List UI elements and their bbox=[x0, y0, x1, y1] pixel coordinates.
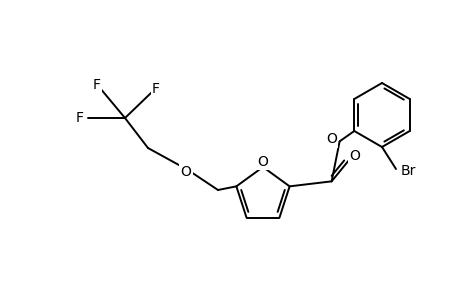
Text: O: O bbox=[257, 155, 268, 169]
Text: F: F bbox=[76, 111, 84, 125]
Text: O: O bbox=[180, 165, 191, 179]
Text: F: F bbox=[93, 78, 101, 92]
Text: O: O bbox=[348, 149, 359, 163]
Text: O: O bbox=[325, 132, 336, 146]
Text: Br: Br bbox=[399, 164, 415, 178]
Text: F: F bbox=[151, 82, 160, 96]
